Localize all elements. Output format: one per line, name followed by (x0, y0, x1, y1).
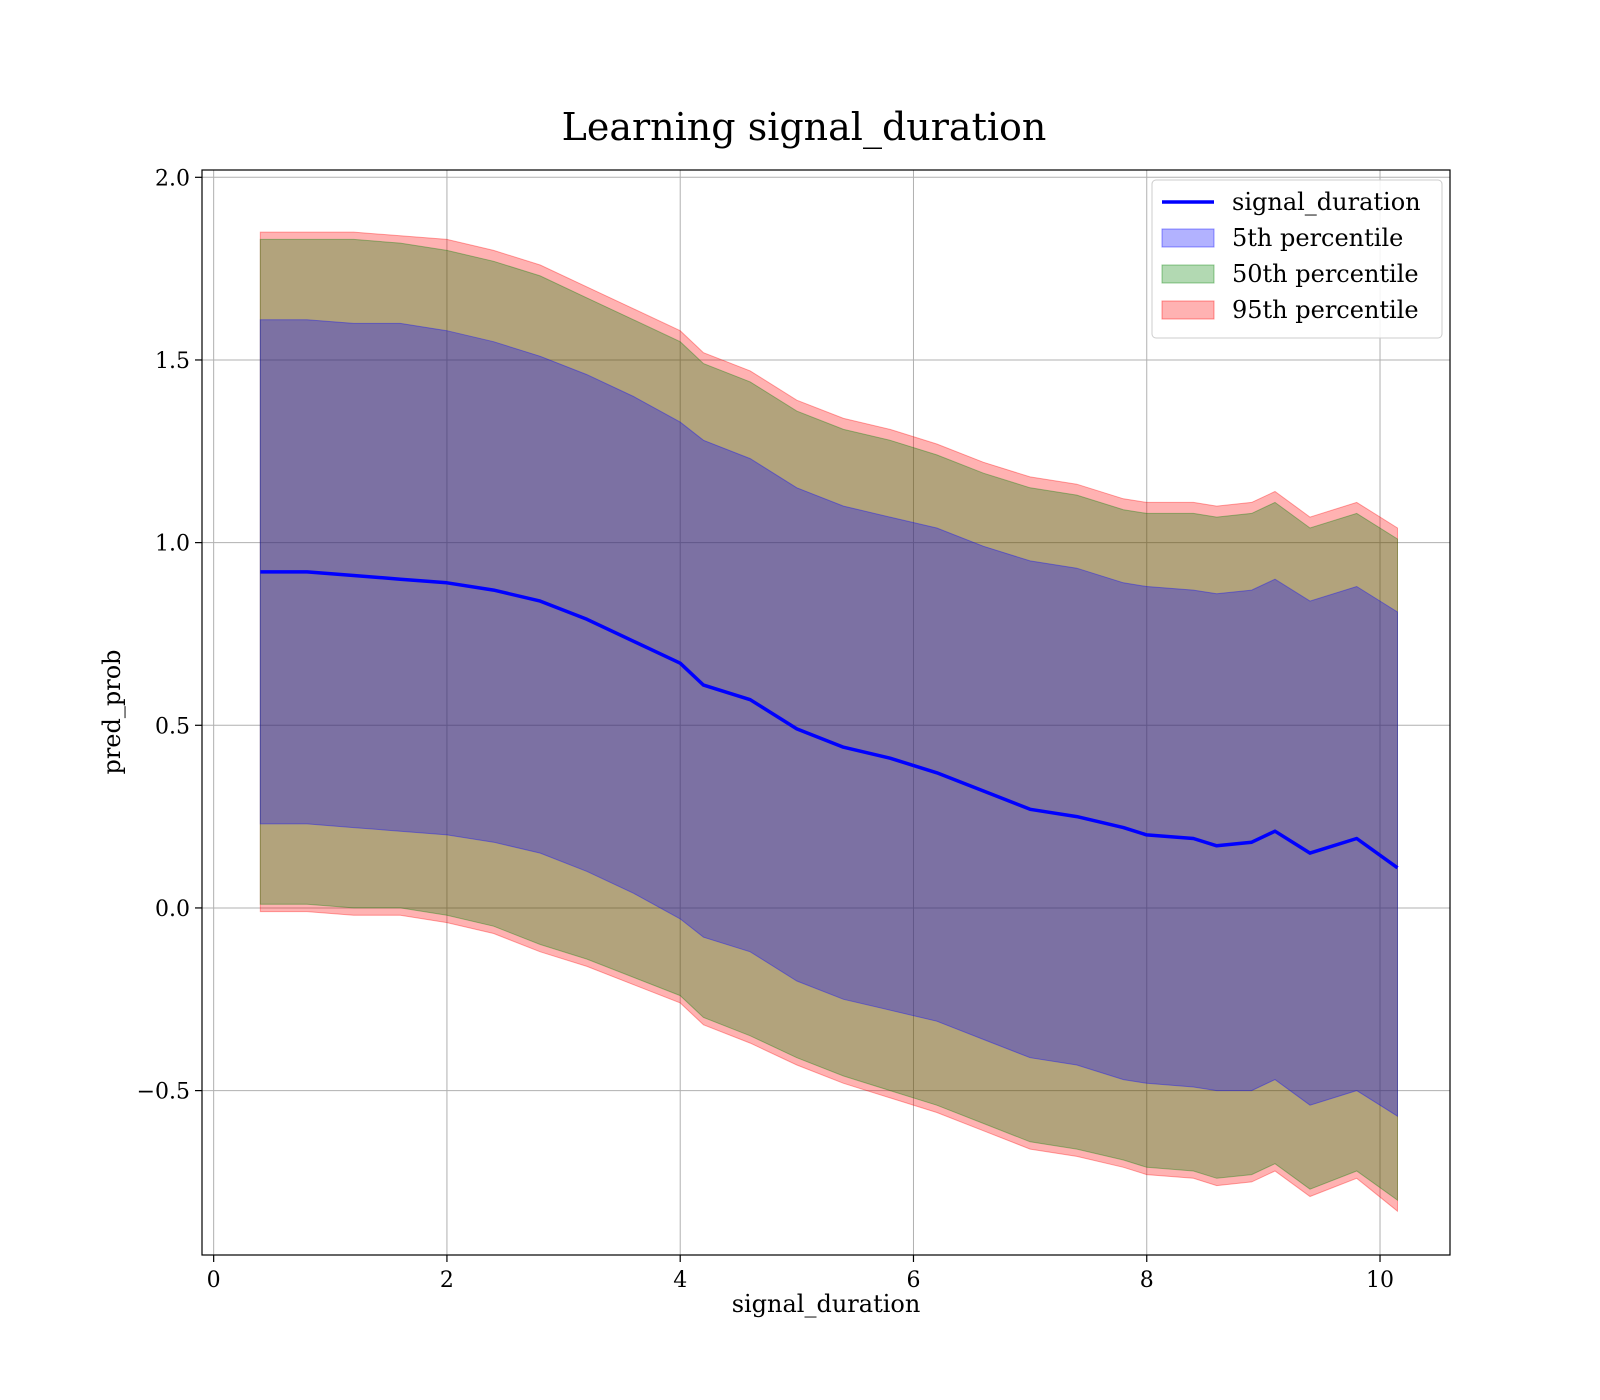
x-tick-label-5: 10 (1366, 1268, 1394, 1293)
chart-title: Learning signal_duration (562, 105, 1047, 150)
percentile-bands (259, 231, 1398, 1213)
x-axis-label: signal_duration (732, 1290, 921, 1318)
grid-layer (202, 170, 1450, 1255)
y-tick-label-4: 1.5 (155, 349, 190, 374)
x-tick-label-4: 8 (1140, 1268, 1154, 1293)
y-tick-label-3: 1.0 (155, 532, 190, 557)
legend: signal_duration 5th percentile 50th percen… (1151, 179, 1443, 339)
x-tick-label-0: 0 (207, 1268, 221, 1293)
y-tick-label-0: −0.5 (137, 1080, 190, 1105)
series-line-signal-duration (260, 570, 1399, 870)
legend-label-2: 50th percentile (1232, 260, 1419, 288)
axis-ticks: 0 2 4 6 8 10 −0.5 0.0 0.5 1.0 1.5 2.0 (137, 166, 1394, 1293)
x-tick-label-3: 6 (906, 1268, 920, 1293)
x-tick-label-1: 2 (440, 1268, 454, 1293)
band-95th-percentile (259, 231, 1398, 1213)
band-5th-percentile (259, 319, 1398, 1118)
y-tick-label-1: 0.0 (155, 897, 190, 922)
y-tick-label-5: 2.0 (155, 166, 190, 191)
series-line-layer (260, 570, 1399, 870)
legend-swatch-2 (1161, 264, 1215, 284)
legend-box (1151, 179, 1443, 339)
legend-label-0: signal_duration (1232, 188, 1421, 216)
y-tick-label-2: 0.5 (155, 714, 190, 739)
legend-swatch-3 (1161, 300, 1215, 320)
band-50th-percentile (259, 238, 1398, 1202)
y-axis-label: pred_prob (98, 649, 126, 774)
plot-frame (201, 169, 1451, 1256)
legend-label-1: 5th percentile (1232, 224, 1403, 252)
x-tick-label-2: 4 (673, 1268, 687, 1293)
legend-swatch-1 (1161, 228, 1215, 248)
legend-label-3: 95th percentile (1232, 296, 1419, 324)
